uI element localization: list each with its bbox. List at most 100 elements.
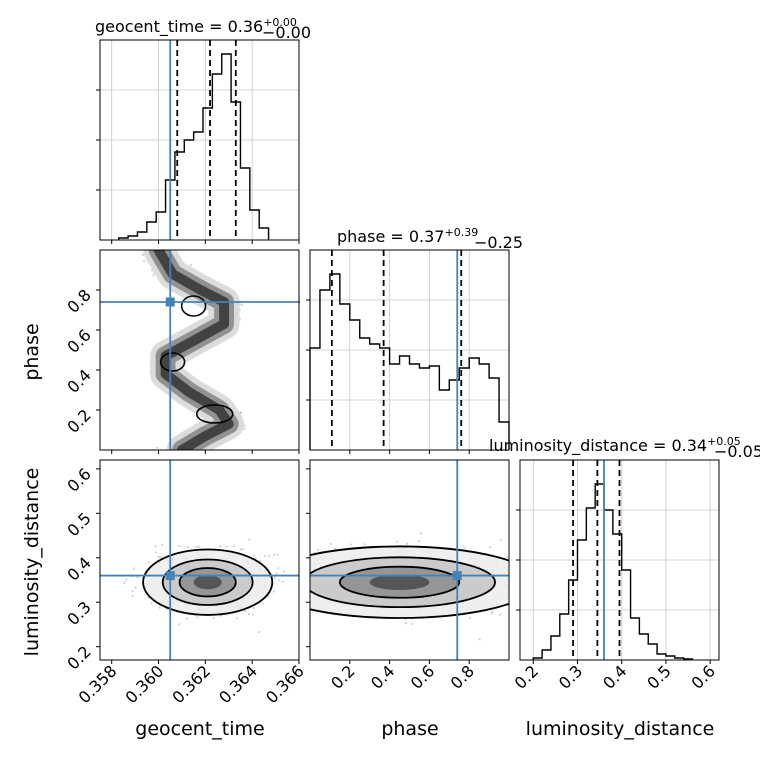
sample-point bbox=[134, 586, 137, 589]
sample-point bbox=[150, 602, 153, 605]
sample-point bbox=[281, 580, 284, 584]
y-tick-label: 0.6 bbox=[63, 464, 94, 495]
contour-ring bbox=[159, 352, 186, 372]
sample-point bbox=[253, 554, 256, 557]
sample-point bbox=[196, 616, 199, 619]
sample-point bbox=[132, 567, 135, 570]
sample-point bbox=[159, 555, 162, 559]
sample-point bbox=[241, 303, 244, 307]
contour-ring bbox=[195, 404, 234, 424]
sample-point bbox=[406, 542, 409, 545]
sample-point bbox=[254, 557, 257, 560]
ylabel-luminosity-distance: luminosity_distance bbox=[21, 468, 43, 657]
sample-point bbox=[282, 570, 286, 573]
density-band bbox=[153, 250, 234, 450]
x-tick-label: 0.8 bbox=[447, 661, 478, 692]
y-tick-label: 0.8 bbox=[63, 285, 94, 316]
title-phase: phase = 0.37+0.39 bbox=[337, 226, 478, 246]
x-tick-label: 0.4 bbox=[367, 661, 398, 692]
histogram-layer bbox=[118, 40, 694, 660]
x-tick-label: 0.6 bbox=[407, 661, 438, 692]
sample-point bbox=[154, 545, 157, 548]
sample-point bbox=[268, 554, 271, 557]
sample-point bbox=[395, 540, 399, 543]
sample-point bbox=[161, 543, 164, 546]
title-main: geocent_time = 0.36 bbox=[95, 17, 263, 37]
panel-frame bbox=[99, 249, 300, 451]
x-tick-label: 0.2 bbox=[511, 661, 542, 692]
sample-point bbox=[195, 545, 198, 549]
sample-point bbox=[258, 631, 261, 634]
sample-point bbox=[277, 567, 280, 570]
contour-ring bbox=[142, 548, 274, 616]
sample-point bbox=[141, 253, 144, 256]
sample-point bbox=[333, 547, 337, 550]
x-tick-label: 0.4 bbox=[599, 661, 630, 692]
sample-point bbox=[239, 411, 243, 414]
panel-frame bbox=[99, 39, 300, 241]
sample-point bbox=[186, 546, 189, 549]
sample-point bbox=[263, 554, 267, 558]
panel-frame bbox=[309, 459, 510, 661]
sample-point bbox=[251, 613, 254, 616]
x-tick-label: 0.364 bbox=[215, 661, 261, 707]
sample-point bbox=[243, 609, 247, 613]
panel-frame bbox=[309, 249, 510, 451]
x-tick-label: 0.362 bbox=[168, 661, 214, 707]
truth-marker bbox=[165, 297, 175, 307]
sample-point bbox=[490, 612, 494, 615]
sample-point bbox=[189, 263, 193, 267]
x-tick-label: 0.366 bbox=[262, 661, 308, 707]
y-tick-label: 0.4 bbox=[63, 553, 94, 584]
sample-point bbox=[261, 602, 264, 605]
panel-frame bbox=[99, 459, 300, 661]
sample-point bbox=[212, 617, 215, 620]
truth-layer bbox=[100, 40, 605, 660]
title-main: luminosity_distance = 0.34 bbox=[489, 436, 707, 456]
title-minus: −0.05 bbox=[714, 442, 760, 461]
xlabel-phase: phase bbox=[381, 718, 438, 740]
sample-point bbox=[239, 548, 243, 551]
sample-point bbox=[417, 540, 420, 543]
y-tick-label: 0.2 bbox=[63, 405, 94, 436]
sample-point bbox=[158, 606, 161, 609]
sample-point bbox=[225, 545, 228, 548]
title-minus: −0.25 bbox=[474, 233, 523, 252]
truth-marker bbox=[452, 571, 462, 581]
contour-group bbox=[310, 545, 509, 619]
title-main: phase = 0.37 bbox=[337, 227, 444, 246]
contour-ring bbox=[310, 556, 496, 609]
sample-point bbox=[156, 446, 159, 449]
y-tick-label: 0.2 bbox=[63, 642, 94, 673]
sample-point bbox=[410, 622, 413, 625]
x-tick-label: 0.6 bbox=[688, 661, 719, 692]
xlabel-luminosity-distance: luminosity_distance bbox=[526, 718, 715, 740]
histogram-luminosity_distance bbox=[532, 483, 694, 660]
sample-point bbox=[478, 638, 481, 641]
sample-point bbox=[363, 543, 366, 546]
sample-point bbox=[125, 578, 128, 581]
sample-point bbox=[154, 551, 157, 554]
contour-ring bbox=[161, 558, 254, 606]
density-fill bbox=[193, 575, 222, 590]
sample-point bbox=[277, 578, 280, 581]
x-tick-label: 0.2 bbox=[327, 661, 358, 692]
sample-point bbox=[142, 259, 146, 263]
contour-ring bbox=[310, 545, 509, 619]
y-tick-label: 0.3 bbox=[63, 598, 94, 629]
sample-point bbox=[131, 589, 134, 592]
sample-point bbox=[241, 548, 244, 551]
title-minus: −0.00 bbox=[262, 23, 311, 42]
contour-layer bbox=[142, 250, 509, 619]
sample-point bbox=[147, 561, 150, 564]
sample-point bbox=[178, 623, 181, 626]
density-fill bbox=[369, 574, 430, 590]
panel-frame bbox=[519, 459, 720, 661]
contour-ring bbox=[178, 567, 237, 598]
title-plus: +0.00 bbox=[263, 16, 297, 29]
grid-layer bbox=[100, 40, 719, 660]
sample-point bbox=[329, 542, 332, 545]
title-geocent-time: geocent_time = 0.36+0.00 bbox=[95, 16, 297, 37]
sample-point bbox=[273, 577, 277, 580]
